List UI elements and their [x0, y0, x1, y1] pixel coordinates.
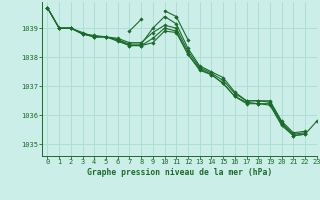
X-axis label: Graphe pression niveau de la mer (hPa): Graphe pression niveau de la mer (hPa) — [87, 168, 272, 177]
